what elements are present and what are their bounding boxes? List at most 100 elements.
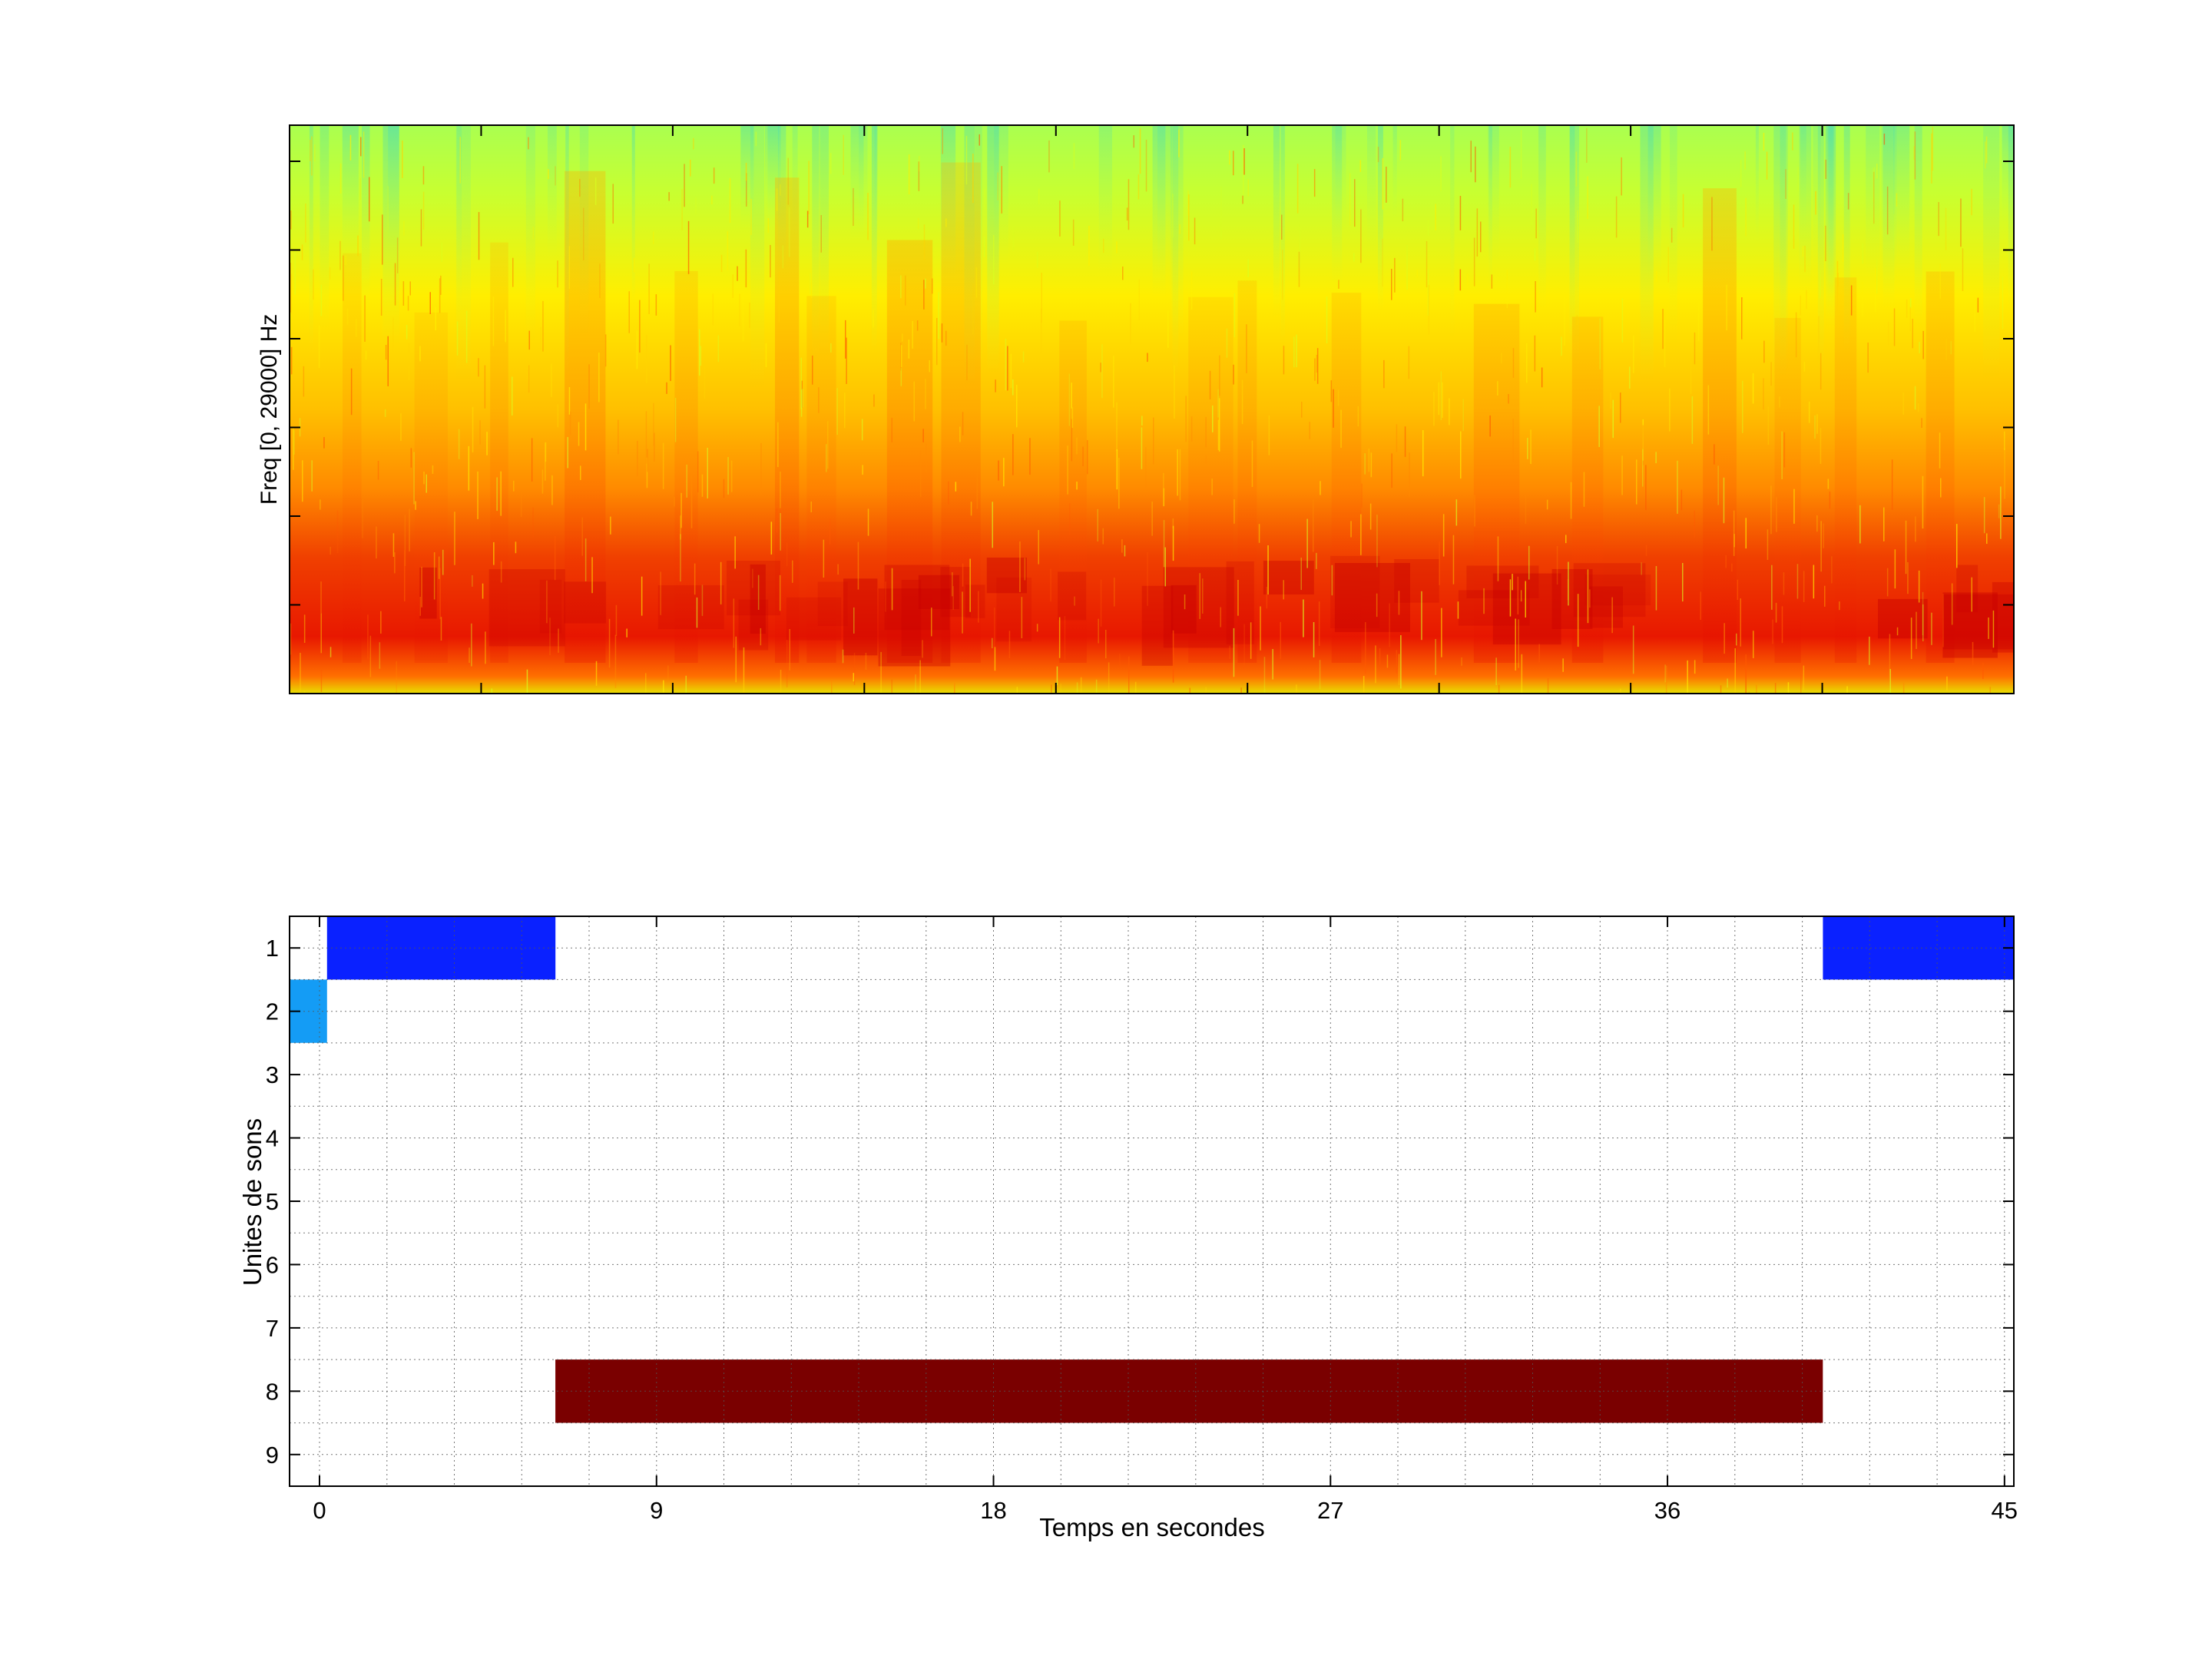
spectrogram-noise	[1587, 569, 1589, 624]
spectrogram-energy-column	[1237, 280, 1257, 663]
spectrogram-noise	[346, 308, 349, 325]
spectrogram-noise	[1426, 240, 1428, 288]
spectrogram-noise	[1763, 132, 1765, 151]
spectrogram-noise	[558, 628, 559, 653]
spectrogram-noise	[695, 197, 697, 215]
spectrogram-noise	[1376, 593, 1378, 618]
spectrogram-noise	[1902, 392, 1904, 415]
spectrogram-noise	[1518, 619, 1519, 668]
spectrogram-noise	[1687, 660, 1688, 694]
spectrogram-noise	[699, 329, 700, 376]
spectrogram-noise	[1820, 521, 1822, 572]
spectrogram-noise	[806, 210, 809, 228]
spectrogram-noise	[666, 382, 667, 394]
spectrogram-noise	[1869, 636, 1870, 665]
spectrogram-noise	[962, 412, 964, 435]
spectrogram-noise	[1473, 237, 1475, 286]
spectrogram-noise	[1906, 300, 1908, 318]
spectrogram-noise	[1931, 612, 1932, 645]
spectrogram-noise	[1677, 460, 1678, 514]
spectrogram-noise	[1690, 353, 1692, 394]
spectrogram-cool-streak	[1378, 125, 1383, 312]
spectrogram-noise	[580, 465, 581, 480]
spectrogram-noise	[1408, 346, 1410, 379]
spectrogram-noise	[993, 235, 995, 284]
spectrogram-noise	[908, 154, 910, 195]
spectrogram-noise	[1105, 630, 1107, 659]
spectrogram-noise	[680, 515, 681, 540]
spectrogram-noise	[1512, 419, 1514, 462]
spectrogram-noise	[1556, 545, 1558, 584]
spectrogram-noise	[1349, 173, 1351, 226]
spectrogram-cool-streak	[525, 125, 535, 345]
spectrogram-noise	[1824, 228, 1826, 242]
spectrogram-noise	[581, 517, 583, 556]
spectrogram-noise	[1233, 293, 1236, 337]
spectrogram-noise	[1008, 631, 1011, 658]
spectrogram-noise	[456, 321, 459, 356]
spectrogram-noise	[1766, 151, 1768, 180]
spectrogram-low-band-blob	[539, 579, 562, 634]
spectrogram-noise	[674, 397, 677, 442]
spectrogram-noise	[441, 242, 442, 262]
spectrogram-noise	[954, 683, 955, 694]
spectrogram-cool-streak	[320, 125, 329, 330]
spectrogram-noise	[1251, 440, 1253, 487]
spectrogram-noise	[320, 284, 323, 316]
spectrogram-noise	[505, 310, 506, 343]
spectrogram-noise	[310, 139, 311, 161]
spectrogram-noise	[1753, 631, 1754, 658]
spectrogram-noise	[432, 465, 434, 474]
spectrogram-noise	[1512, 348, 1515, 378]
spectrogram-noise	[777, 422, 779, 468]
spectrogram-noise	[1114, 578, 1115, 607]
spectrogram-noise	[1281, 214, 1283, 240]
spectrogram-cool-streak	[820, 125, 829, 357]
spectrogram-noise	[1163, 520, 1165, 568]
spectrogram-noise	[1375, 645, 1376, 684]
spectrogram-noise	[1128, 179, 1130, 230]
spectrogram-noise	[1823, 523, 1824, 548]
spectrogram-noise	[1012, 434, 1014, 475]
spectrogram-noise	[1783, 432, 1786, 468]
spectrogram-noise	[1748, 691, 1750, 694]
spectrogram-noise	[1612, 399, 1614, 439]
spectrogram-noise	[1535, 208, 1537, 239]
spectrogram-noise	[442, 549, 444, 575]
spectrogram-noise	[1097, 508, 1098, 541]
spectrogram-noise	[680, 534, 681, 582]
spectrogram-noise	[1398, 654, 1400, 686]
spectrogram-cool-streak	[750, 125, 765, 392]
spectrogram-noise	[1102, 528, 1104, 545]
spectrogram-noise	[778, 271, 780, 323]
spectrogram-noise	[583, 207, 584, 260]
spectrogram-noise	[1620, 688, 1621, 694]
spectrogram-noise	[1714, 444, 1715, 465]
spectrogram-noise	[918, 161, 920, 191]
spectrogram-noise	[776, 188, 778, 211]
spectrogram-noise	[1071, 419, 1073, 462]
spectrogram-noise	[1071, 407, 1074, 429]
spectrogram-noise	[1041, 273, 1042, 323]
spectrogram-noise	[1744, 151, 1746, 170]
spectrogram-noise	[320, 581, 322, 614]
spectrogram-low-band-blob	[996, 578, 1032, 642]
spectrogram-noise	[916, 320, 919, 331]
spectrogram-noise	[1642, 449, 1644, 487]
spectrogram-noise	[1939, 263, 1941, 299]
spectrogram-noise	[376, 526, 377, 559]
spectrogram-noise	[1525, 495, 1527, 524]
spectrogram-noise	[1299, 223, 1300, 268]
spectrogram-noise	[1538, 644, 1540, 663]
spectrogram-noise	[1386, 654, 1389, 668]
spectrogram-noise	[1038, 188, 1040, 204]
spectrogram-low-band-blob	[918, 575, 959, 609]
spectrogram-noise	[1774, 683, 1777, 694]
spectrogram-noise	[787, 157, 789, 205]
spectrogram-noise	[1793, 204, 1795, 249]
spectrogram-noise	[551, 363, 552, 397]
spectrogram-noise	[923, 280, 925, 310]
spectrogram-noise	[1756, 684, 1757, 694]
spectrogram-noise	[1912, 319, 1913, 349]
